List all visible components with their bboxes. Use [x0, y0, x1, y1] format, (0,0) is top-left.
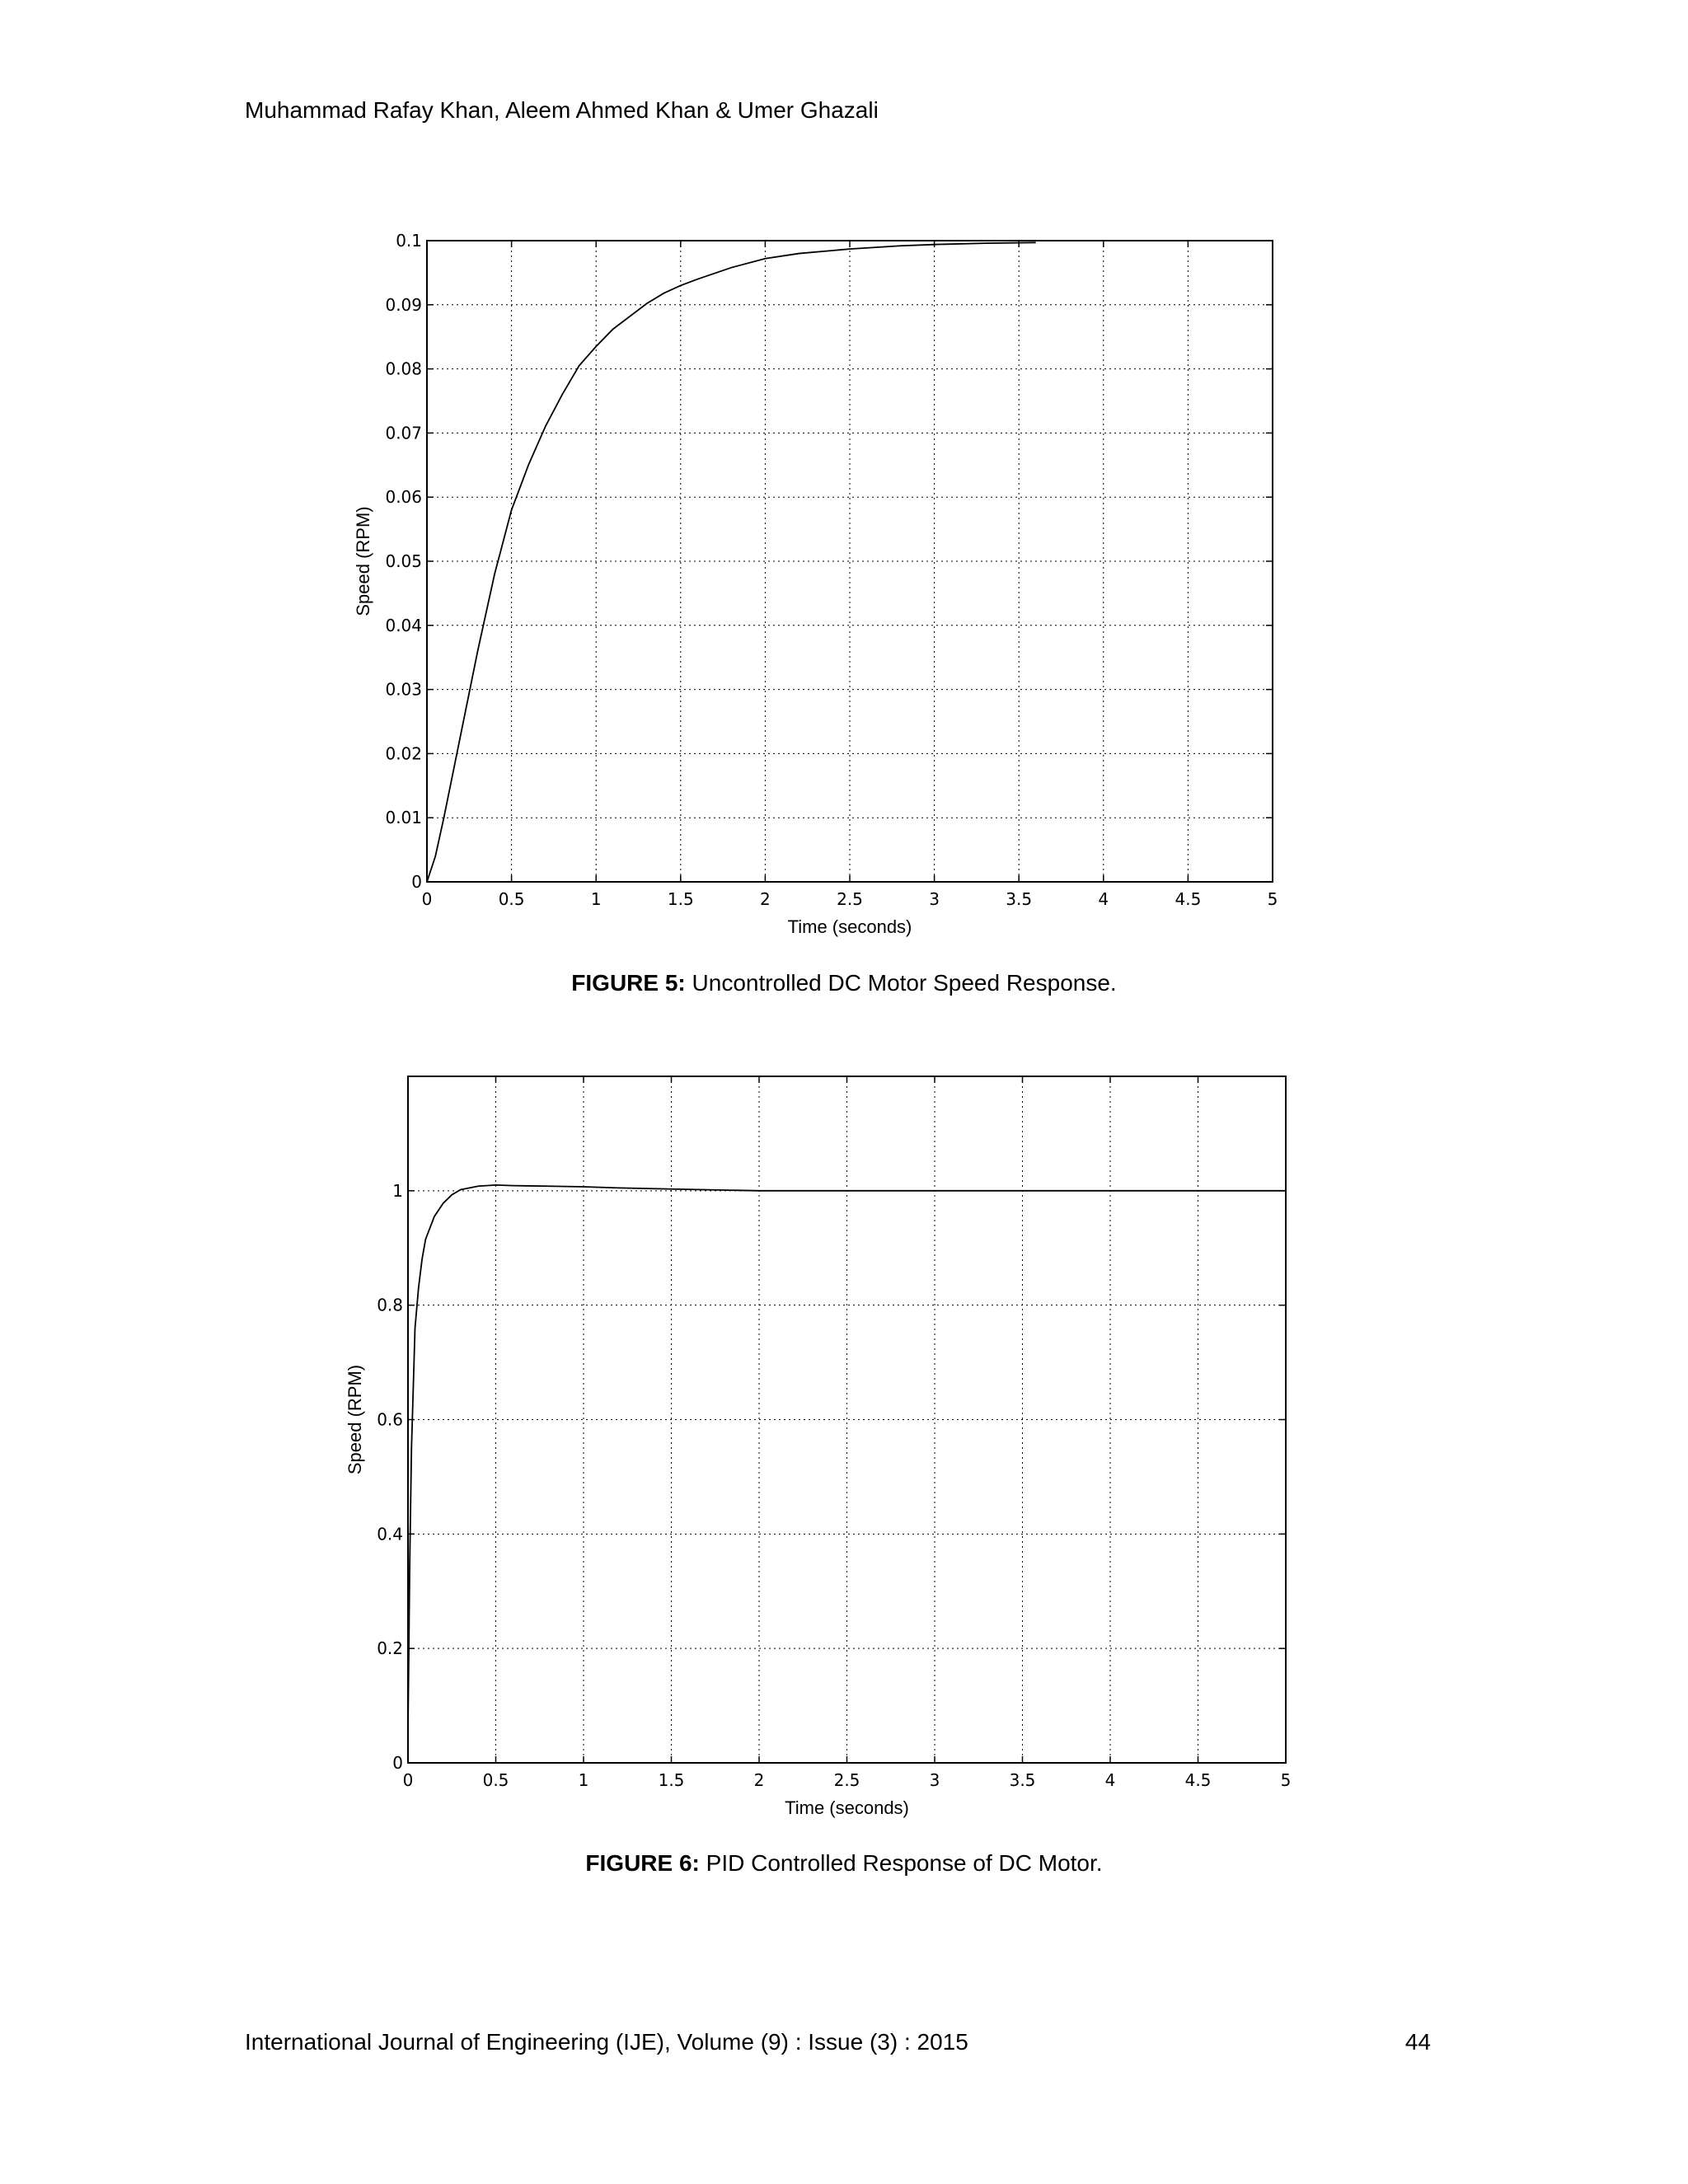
series-line — [407, 1183, 1286, 1729]
x-tick-label: 4.5 — [1175, 889, 1201, 909]
x-tick-label: 3 — [930, 1770, 940, 1790]
y-tick-label: 0.02 — [385, 743, 422, 763]
y-tick-label: 0 — [392, 1753, 403, 1773]
x-tick-label: 0.5 — [483, 1770, 509, 1790]
x-tick-label: 0 — [422, 889, 433, 909]
y-tick-label: 0.8 — [377, 1296, 403, 1315]
y-tick-label: 0.06 — [385, 487, 422, 507]
axes-frame — [426, 240, 1273, 883]
footer-page-number: 44 — [1404, 2029, 1431, 2055]
x-tick-label: 4.5 — [1185, 1770, 1212, 1790]
y-tick-label: 0 — [411, 872, 422, 892]
x-tick-label: 3.5 — [1006, 889, 1032, 909]
footer-journal: International Journal of Engineering (IJ… — [245, 2029, 968, 2055]
x-tick-label: 1 — [579, 1770, 589, 1790]
x-tick-label: 5 — [1268, 889, 1278, 909]
y-tick-label: 0.04 — [385, 616, 422, 635]
y-tick-label: 1 — [392, 1181, 403, 1201]
x-tick-label: 2 — [760, 889, 771, 909]
figure-6-caption-text: PID Controlled Response of DC Motor. — [699, 1850, 1103, 1876]
x-tick-label: 0.5 — [499, 889, 525, 909]
x-tick-label: 4 — [1105, 1770, 1116, 1790]
y-tick-label: 0.03 — [385, 680, 422, 700]
x-tick-label: 3 — [929, 889, 940, 909]
x-axis-label: Time (seconds) — [785, 1797, 909, 1818]
x-tick-label: 2.5 — [837, 889, 863, 909]
x-tick-label: 1 — [591, 889, 602, 909]
figure-6-number: FIGURE 6: — [585, 1850, 700, 1876]
y-tick-label: 0.01 — [385, 808, 422, 827]
x-tick-label: 0 — [403, 1770, 414, 1790]
x-tick-label: 3.5 — [1010, 1770, 1036, 1790]
figure-5-number: FIGURE 5: — [571, 970, 686, 996]
axes-frame — [407, 1076, 1287, 1764]
y-tick-label: 0.07 — [385, 423, 422, 443]
y-tick-label: 0.05 — [385, 551, 422, 571]
series-line — [426, 241, 1036, 883]
figure-5-caption: FIGURE 5: Uncontrolled DC Motor Speed Re… — [0, 970, 1688, 996]
figure-6-caption: FIGURE 6: PID Controlled Response of DC … — [0, 1850, 1688, 1877]
y-tick-label: 0.2 — [377, 1638, 403, 1658]
x-tick-label: 2.5 — [834, 1770, 860, 1790]
y-axis-label: Speed (RPM) — [345, 1365, 365, 1474]
x-tick-label: 5 — [1281, 1770, 1292, 1790]
y-tick-label: 0.1 — [396, 231, 422, 251]
x-tick-label: 1.5 — [659, 1770, 685, 1790]
y-axis-label: Speed (RPM) — [353, 506, 373, 616]
x-tick-label: 1.5 — [668, 889, 694, 909]
y-tick-label: 0.09 — [385, 295, 422, 315]
chart-uncontrolled-response: 0 0.5 1 1.5 2 2.5 3 3.5 4 4.5 5 0 0.01 0.02 0.03 0.04 0.… — [353, 231, 1278, 937]
x-axis-label: Time (seconds) — [788, 916, 912, 937]
y-tick-label: 0.08 — [385, 359, 422, 379]
x-tick-label: 4 — [1098, 889, 1109, 909]
y-tick-label: 0.6 — [377, 1410, 403, 1430]
figure-5-caption-text: Uncontrolled DC Motor Speed Response. — [685, 970, 1117, 996]
chart-pid-controlled-response: 0 0.5 1 1.5 2 2.5 3 3.5 4 4.5 5 0 0.2 0.4 0.6 0.8 1 Time … — [345, 1076, 1291, 1818]
x-tick-label: 2 — [754, 1770, 765, 1790]
y-tick-label: 0.4 — [377, 1524, 403, 1544]
running-header-authors: Muhammad Rafay Khan, Aleem Ahmed Khan & … — [245, 97, 879, 123]
